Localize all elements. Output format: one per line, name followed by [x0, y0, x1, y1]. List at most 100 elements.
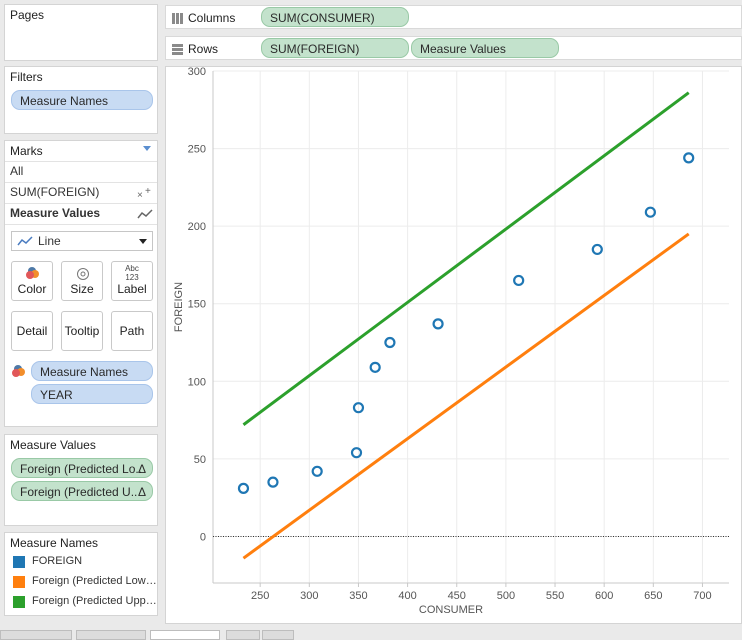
legend-card: Measure Names FOREIGN Foreign (Predicted… — [4, 532, 160, 616]
path-button-label: Path — [119, 324, 145, 338]
measure-pill-predicted-upper[interactable]: Foreign (Predicted U.. Δ — [11, 481, 153, 501]
legend-swatch — [13, 576, 25, 588]
scatter-point[interactable] — [267, 476, 279, 488]
marks-title: Marks — [10, 144, 43, 158]
rows-label: Rows — [188, 42, 219, 56]
svg-text:×: × — [137, 190, 143, 199]
color-field-icon — [12, 365, 25, 377]
columns-shelf: Columns SUM(CONSUMER) — [165, 5, 742, 29]
label-icon-bottom: 123 — [125, 273, 139, 282]
marks-sum-foreign-row[interactable]: SUM(FOREIGN) × + — [5, 183, 157, 203]
size-button[interactable]: Size — [61, 261, 103, 301]
x-axis-title: CONSUMER — [419, 604, 483, 616]
x-tick-label: 450 — [448, 590, 466, 602]
scatter-point[interactable] — [352, 402, 365, 414]
marks-all-row[interactable]: All — [5, 162, 157, 182]
sheet-tab[interactable] — [76, 630, 146, 640]
columns-pill-sum-consumer[interactable]: SUM(CONSUMER) — [261, 7, 409, 27]
color-button-label: Color — [17, 282, 47, 296]
marks-all-label: All — [10, 164, 24, 178]
legend-swatch — [13, 596, 25, 608]
y-axis-title: FOREIGN — [173, 282, 185, 332]
x-tick-label: 700 — [693, 590, 711, 602]
label-icon-top: Abc — [125, 264, 139, 273]
measure-values-card: Measure Values Foreign (Predicted Lo.. Δ… — [4, 434, 158, 526]
measure-values-title: Measure Values — [10, 438, 96, 452]
rows-shelf: Rows SUM(FOREIGN) Measure Values — [165, 36, 742, 60]
mark-type-dropdown[interactable]: Line — [11, 231, 153, 251]
scatter-point[interactable] — [350, 447, 363, 459]
tooltip-button[interactable]: Tooltip — [61, 311, 103, 351]
line-chart-icon — [137, 209, 153, 219]
x-tick-label: 600 — [595, 590, 613, 602]
scatter-point[interactable] — [384, 336, 396, 349]
scatter-point[interactable] — [591, 243, 603, 256]
measure-pill-label: Foreign (Predicted Lo.. — [20, 462, 143, 476]
x-tick-label: 250 — [251, 590, 269, 602]
pages-card: Pages — [4, 4, 158, 61]
label-icon: Abc 123 — [112, 264, 152, 282]
legend-title: Measure Names — [10, 536, 99, 550]
marks-divider — [5, 224, 157, 225]
marks-measure-values-label: Measure Values — [10, 206, 101, 220]
path-button[interactable]: Path — [111, 311, 153, 351]
legend-swatch — [13, 556, 25, 568]
scatter-point[interactable] — [237, 482, 250, 494]
scatter-point[interactable] — [432, 318, 444, 330]
marks-divider — [5, 203, 157, 204]
legend-item-label: FOREIGN — [32, 555, 83, 567]
sheet-tab[interactable] — [262, 630, 294, 640]
columns-icon — [172, 13, 183, 24]
marks-menu-arrow-icon[interactable] — [143, 146, 151, 151]
detail-button[interactable]: Detail — [11, 311, 53, 351]
view-pane: 250 300 350 400 450 500 550 600 650 700 0 50 100 150 2… — [165, 66, 742, 624]
series-line[interactable] — [242, 232, 690, 560]
marks-field-measure-names[interactable]: Measure Names — [31, 361, 153, 381]
chart[interactable]: 250 300 350 400 450 500 550 600 650 700 0 50 100 150 2… — [166, 67, 741, 623]
x-tick-label: 650 — [644, 590, 662, 602]
measure-pill-label: Foreign (Predicted U.. — [20, 485, 138, 499]
marks-divider — [5, 161, 157, 162]
measure-pill-predicted-lower[interactable]: Foreign (Predicted Lo.. Δ — [11, 458, 153, 478]
filter-pill-measure-names[interactable]: Measure Names — [11, 90, 153, 110]
legend-item[interactable]: Foreign (Predicted Lower... — [13, 575, 160, 589]
line-mark-icon — [17, 236, 33, 246]
y-tick-label: 200 — [188, 221, 206, 233]
y-tick-label: 100 — [188, 376, 206, 388]
marks-field-year[interactable]: YEAR — [31, 384, 153, 404]
legend-item[interactable]: FOREIGN — [13, 555, 153, 569]
sheet-tab-active[interactable] — [150, 630, 220, 640]
series-line[interactable] — [242, 91, 690, 426]
size-icon — [77, 268, 89, 280]
sheet-tab[interactable] — [226, 630, 260, 640]
x-tick-label: 500 — [497, 590, 515, 602]
x-tick-label: 300 — [300, 590, 318, 602]
scatter-point[interactable] — [644, 206, 656, 218]
sheet-tab[interactable] — [0, 630, 72, 640]
mark-type-value: Line — [38, 234, 61, 248]
legend-item-label: Foreign (Predicted Lower... — [32, 575, 160, 587]
chevron-down-icon — [139, 239, 147, 244]
color-button[interactable]: Color — [11, 261, 53, 301]
scatter-point[interactable] — [311, 465, 323, 477]
marks-sum-foreign-label: SUM(FOREIGN) — [10, 185, 100, 199]
filters-card: Filters Measure Names — [4, 66, 158, 134]
rows-icon — [172, 44, 183, 55]
size-button-label: Size — [70, 282, 94, 296]
marks-card: Marks All SUM(FOREIGN) × + Measure Value… — [4, 140, 158, 427]
y-tick-label: 250 — [188, 144, 206, 156]
detail-button-label: Detail — [16, 324, 48, 338]
label-button[interactable]: Abc 123 Label — [111, 261, 153, 301]
scatter-point[interactable] — [369, 361, 381, 373]
dual-axis-icon[interactable]: × + — [137, 187, 153, 199]
color-icon — [26, 267, 39, 279]
x-tick-label: 400 — [398, 590, 416, 602]
legend-item[interactable]: Foreign (Predicted Upper... — [13, 595, 160, 609]
x-tick-label: 350 — [349, 590, 367, 602]
rows-pill-measure-values[interactable]: Measure Values — [411, 38, 559, 58]
rows-pill-sum-foreign[interactable]: SUM(FOREIGN) — [261, 38, 409, 58]
scatter-point[interactable] — [513, 274, 525, 287]
scatter-point[interactable] — [683, 152, 695, 164]
marks-measure-values-row[interactable]: Measure Values — [5, 204, 157, 224]
pages-title: Pages — [10, 8, 45, 22]
